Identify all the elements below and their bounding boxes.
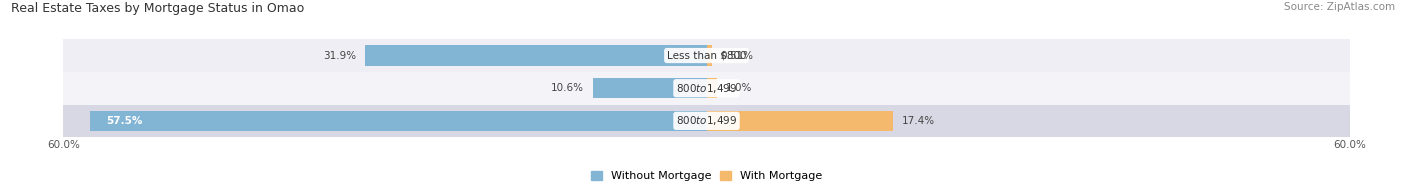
Text: 1.0%: 1.0% [725,83,752,93]
Text: 0.51%: 0.51% [720,51,754,61]
Bar [593,78,707,98]
Bar [90,111,707,131]
Text: $800 to $1,499: $800 to $1,499 [676,114,737,127]
Bar [63,72,1350,104]
Bar [707,45,711,66]
Bar [707,111,893,131]
Text: Less than $800: Less than $800 [666,51,747,61]
Text: 10.6%: 10.6% [551,83,585,93]
Text: $800 to $1,499: $800 to $1,499 [676,82,737,95]
Bar [364,45,707,66]
Text: 31.9%: 31.9% [323,51,356,61]
Text: Real Estate Taxes by Mortgage Status in Omao: Real Estate Taxes by Mortgage Status in … [11,2,305,15]
Bar [63,104,1350,137]
Text: 17.4%: 17.4% [901,116,935,126]
Text: 57.5%: 57.5% [105,116,142,126]
Text: Source: ZipAtlas.com: Source: ZipAtlas.com [1284,2,1395,12]
Bar [63,39,1350,72]
Legend: Without Mortgage, With Mortgage: Without Mortgage, With Mortgage [586,166,827,186]
Bar [707,78,717,98]
